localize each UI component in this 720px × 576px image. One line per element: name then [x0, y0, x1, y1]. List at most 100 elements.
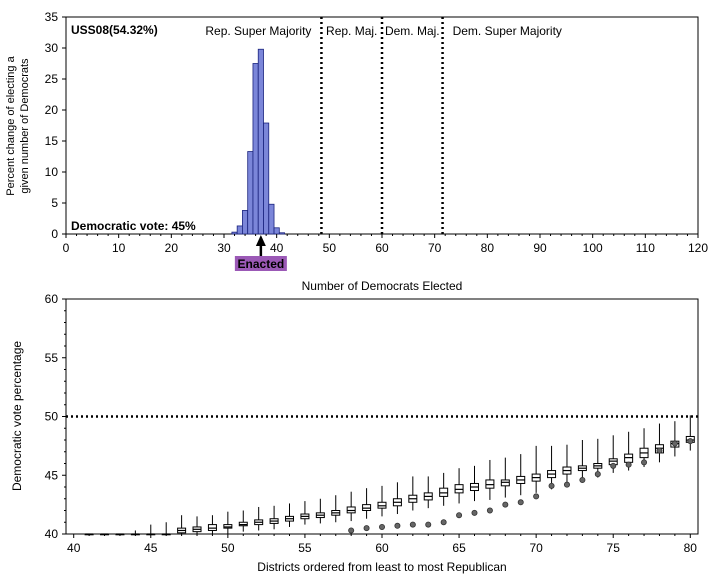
district-box [177, 515, 187, 534]
histogram-y-label-line-1: Percent change of electing a [5, 55, 17, 195]
histogram-x-tick-label: 50 [323, 241, 337, 255]
district-box [146, 524, 156, 536]
boxplot-y-tick-label: 60 [45, 292, 59, 306]
histogram-bar [252, 63, 259, 235]
histogram-y-tick-label: 20 [45, 103, 59, 117]
boxplot-x-tick-label: 70 [529, 541, 543, 555]
district-box [331, 495, 341, 523]
district-box [285, 503, 295, 527]
enacted-district-point [502, 501, 509, 508]
district-box [454, 468, 464, 504]
histogram-bar [236, 225, 243, 235]
enacted-label-box [234, 256, 287, 271]
boxplot-x-tick-label: 75 [607, 541, 621, 555]
enacted-district-point [471, 509, 478, 516]
boxplot-y-tick-label: 45 [45, 468, 59, 482]
histogram-y-tick-label: 10 [45, 165, 59, 179]
enacted-district-point [394, 522, 401, 529]
enacted-district-point [656, 447, 663, 454]
district-box [547, 445, 557, 490]
enacted-district-point [425, 521, 432, 528]
district-box [654, 423, 664, 463]
enacted-district-point [348, 527, 355, 534]
histogram-y-tick-label: 25 [45, 72, 59, 86]
boxplot-x-tick-label: 55 [298, 541, 312, 555]
boxplot-x-tick-label: 40 [67, 541, 81, 555]
histogram-bar [231, 231, 238, 235]
histogram-x-tick-label: 40 [270, 241, 284, 255]
district-box [300, 501, 310, 525]
district-box [685, 415, 695, 451]
district-box [362, 488, 372, 519]
enacted-district-point [594, 471, 601, 478]
district-box [161, 522, 171, 536]
boxplot-y-tick-label: 50 [45, 410, 59, 424]
boxplot-chart: 40 45 50 55 60 65 70 75 80 40 45 50 55 60 Districts … [10, 292, 699, 574]
enacted-district-point [363, 525, 370, 532]
district-box [346, 491, 356, 522]
enacted-district-point [548, 482, 555, 489]
district-box [238, 510, 248, 532]
district-box [223, 511, 233, 534]
boxplot-y-tick-label: 55 [45, 351, 59, 365]
histogram-x-tick-label: 0 [63, 241, 70, 255]
district-box [254, 506, 264, 531]
enacted-district-point [610, 462, 617, 469]
enacted-district-point [409, 521, 416, 528]
boxplot-y-tick-label: 40 [45, 527, 59, 541]
region-label: Dem. Super Majority [453, 24, 562, 38]
enacted-district-point [641, 459, 648, 466]
region-label: Dem. Maj. [385, 24, 440, 38]
district-box [207, 515, 217, 534]
district-box [439, 472, 449, 506]
histogram-bar [247, 151, 254, 235]
region-label: Rep. Maj. [326, 24, 377, 38]
enacted-district-point [456, 512, 463, 519]
enacted-label: Enacted [238, 257, 285, 271]
histogram-bar [242, 210, 249, 235]
histogram-x-tick-label: 80 [481, 241, 495, 255]
district-box [392, 482, 402, 515]
boxplot-x-tick-label: 50 [221, 541, 235, 555]
district-box [408, 476, 418, 511]
enacted-district-point [563, 481, 570, 488]
histogram-bar [263, 122, 270, 235]
histogram-title: USS08(54.32%) [71, 23, 158, 37]
histogram-y-label-line-2: given number of Democrats [19, 58, 31, 194]
district-box [315, 498, 325, 524]
enacted-arrow-icon [255, 235, 266, 246]
histogram-x-label: Number of Democrats Elected [302, 279, 463, 293]
boxplot-x-label: Districts ordered from least to most Rep… [257, 560, 506, 574]
histogram-x-tick-label: 70 [428, 241, 442, 255]
enacted-district-point [517, 499, 524, 506]
district-box [577, 440, 587, 482]
histogram-bar [273, 227, 280, 235]
district-box [192, 516, 202, 534]
histogram-y-tick-label: 35 [45, 10, 59, 24]
district-box [485, 459, 495, 500]
boxplot-x-tick-label: 45 [144, 541, 158, 555]
district-box [377, 485, 387, 517]
boxplot-y-label: Democratic vote percentage [10, 341, 24, 491]
district-box [562, 444, 572, 485]
histogram-y-tick-label: 30 [45, 41, 59, 55]
histogram-x-tick-label: 110 [636, 241, 655, 255]
enacted-district-point [486, 507, 493, 514]
district-box [269, 505, 279, 530]
histogram-x-tick-label: 100 [583, 241, 603, 255]
histogram-y-tick-label: 15 [45, 134, 59, 148]
histogram-plot-frame [65, 16, 699, 235]
boxplot-x-tick-label: 65 [452, 541, 466, 555]
histogram-x-tick-label: 10 [112, 241, 126, 255]
enacted-district-point [671, 440, 678, 447]
histogram-chart: 0 10 20 30 40 50 60 70 80 90 100 110 120 0 5 10 15 20 25 3… [5, 10, 708, 293]
boxplot-x-tick-label: 60 [375, 541, 389, 555]
enacted-district-point [440, 519, 447, 526]
histogram-y-tick-label: 0 [51, 227, 58, 241]
enacted-marker: Enacted [234, 235, 287, 271]
enacted-district-point [579, 476, 586, 483]
district-box [423, 476, 433, 509]
vote-annotation: Democratic vote: 45% [71, 219, 196, 233]
histogram-x-tick-label: 90 [533, 241, 547, 255]
